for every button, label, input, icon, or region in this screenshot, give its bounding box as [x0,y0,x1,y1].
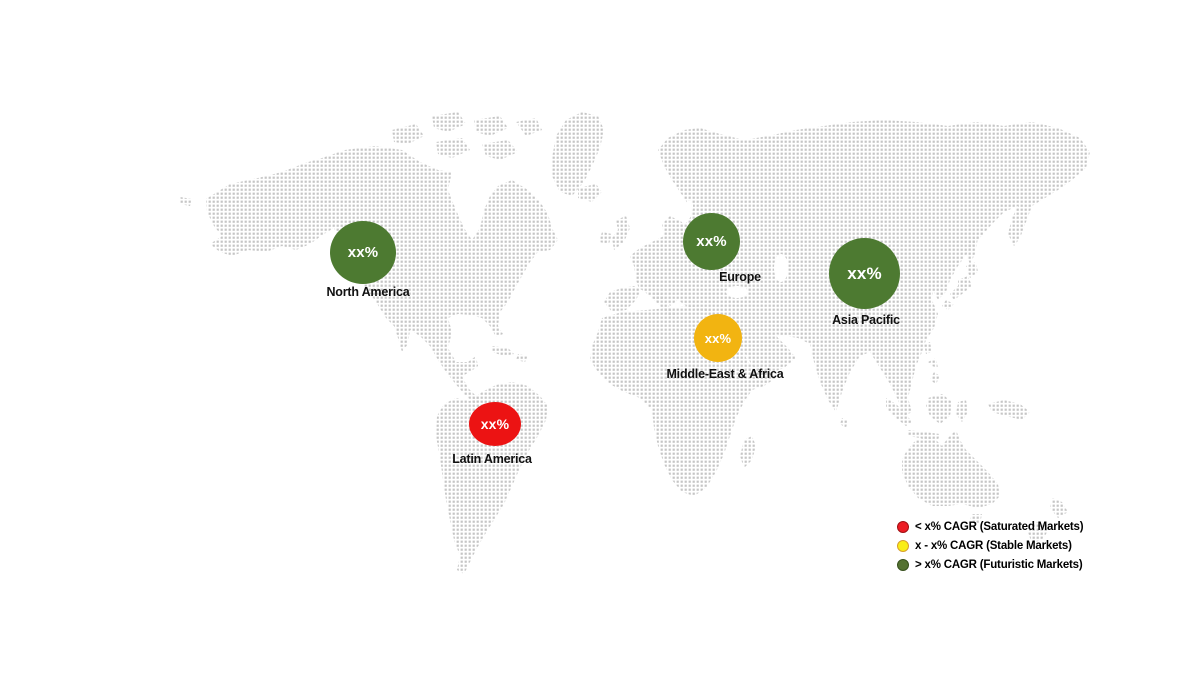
landmass-greenland [552,112,604,196]
landmass-philippines [924,342,940,384]
landmass-australia [902,430,1000,524]
bubble-europe: xx% [683,213,740,270]
landmass-sri-lanka [840,418,848,428]
bubble-north-america: xx% [330,221,396,284]
region-label-latin-america: Latin America [452,452,532,466]
bubble-asia-pacific: xx% [829,238,900,309]
landmass-british-isles [599,216,630,250]
legend-label-saturated: < x% CAGR (Saturated Markets) [915,521,1084,533]
bubble-latin-america: xx% [469,402,521,446]
cagr-legend: < x% CAGR (Saturated Markets) x - x% CAG… [897,521,1084,571]
bubble-middle-east-africa: xx% [694,314,742,362]
region-label-europe: Europe [719,270,761,284]
region-label-north-america: North America [326,285,410,299]
legend-item-stable: x - x% CAGR (Stable Markets) [897,540,1083,552]
sea-black [726,286,748,298]
sea-baltic [680,200,694,224]
legend-item-saturated: < x% CAGR (Saturated Markets) [897,521,1084,533]
landmass-iceland [578,184,602,202]
legend-label-futuristic: > x% CAGR (Futuristic Markets) [915,559,1083,571]
landmass-japan [942,236,978,310]
landmass-caribbean [492,346,528,362]
legend-item-futuristic: > x% CAGR (Futuristic Markets) [897,559,1083,571]
landmass-new-zealand [1028,498,1068,544]
legend-swatch-yellow-icon [897,540,909,552]
region-label-asia-pacific: Asia Pacific [832,313,900,327]
landmass-madagascar [740,436,756,468]
sea-caspian [774,254,788,282]
legend-label-stable: x - x% CAGR (Stable Markets) [915,540,1072,552]
legend-swatch-red-icon [897,521,909,533]
region-label-middle-east-africa: Middle-East & Africa [666,367,784,381]
legend-swatch-green-icon [897,559,909,571]
landmass-indonesia [886,394,1030,440]
